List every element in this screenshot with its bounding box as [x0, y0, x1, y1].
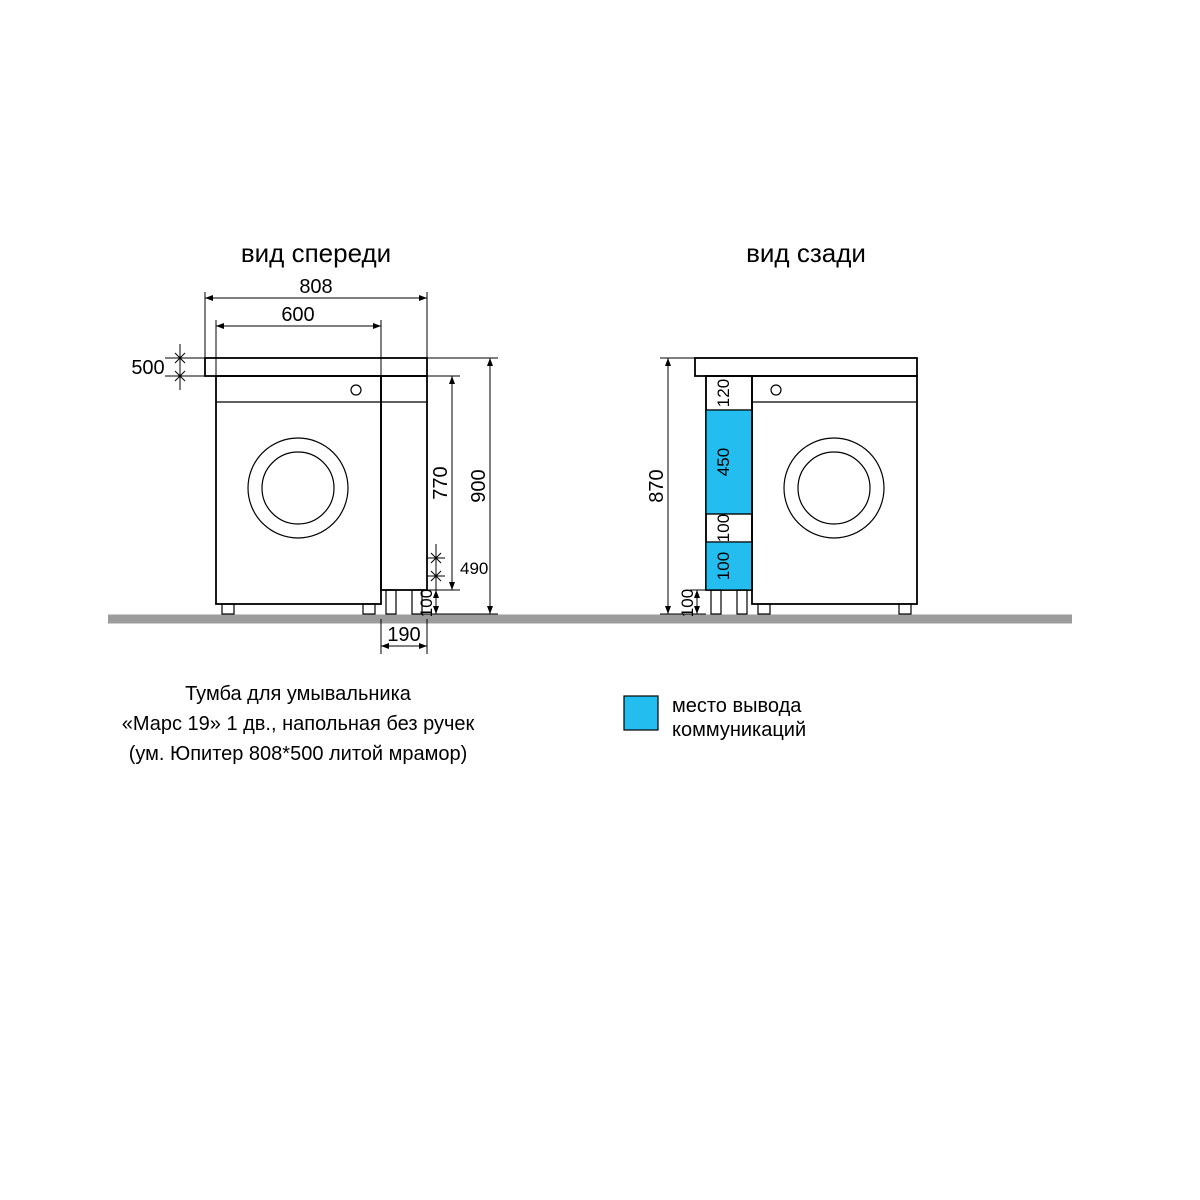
dim-190: 190 — [381, 619, 427, 654]
svg-text:100: 100 — [714, 552, 733, 580]
svg-text:870: 870 — [646, 469, 668, 502]
svg-text:190: 190 — [387, 624, 420, 646]
caption: Тумба для умывальника «Марс 19» 1 дв., н… — [122, 683, 475, 765]
svg-text:коммуникаций: коммуникаций — [672, 719, 806, 741]
dim-808: 808 — [205, 276, 427, 358]
svg-text:600: 600 — [281, 304, 314, 326]
dim-100-front: 100 — [417, 589, 439, 617]
svg-text:120: 120 — [714, 379, 733, 407]
svg-text:770: 770 — [430, 466, 452, 499]
front-view: 808 600 500 770 — [131, 276, 498, 654]
title-front: вид спереди — [241, 238, 391, 268]
svg-text:100: 100 — [678, 589, 697, 617]
rear-view: 120 450 100 100 870 100 — [646, 358, 917, 617]
svg-text:место вывода: место вывода — [672, 695, 802, 717]
svg-text:(ум. Юпитер 808*500 литой: (ум. Юпитер 808*500 литой мрамор) — [129, 743, 468, 765]
svg-text:Тумба для умывальника: Тумба для умывальника — [185, 683, 412, 705]
dim-490: 490 — [427, 544, 488, 590]
svg-text:900: 900 — [468, 469, 490, 502]
svg-text:500: 500 — [131, 357, 164, 379]
title-rear: вид сзади — [746, 238, 866, 268]
legend: место вывода коммуникаций — [624, 695, 806, 741]
svg-text:808: 808 — [299, 276, 332, 298]
svg-text:450: 450 — [714, 448, 733, 476]
svg-text:«Марс 19» 1 дв., напольная: «Марс 19» 1 дв., напольная без ручек — [122, 713, 475, 735]
dim-600: 600 — [216, 304, 381, 376]
svg-text:490: 490 — [460, 559, 488, 578]
svg-text:100: 100 — [417, 589, 436, 617]
technical-drawing: вид спереди вид сзади 808 — [0, 0, 1200, 1200]
dim-500: 500 — [131, 344, 205, 390]
svg-text:100: 100 — [714, 514, 733, 542]
dim-870: 870 — [646, 358, 706, 614]
dim-100-rear: 100 — [678, 589, 706, 617]
